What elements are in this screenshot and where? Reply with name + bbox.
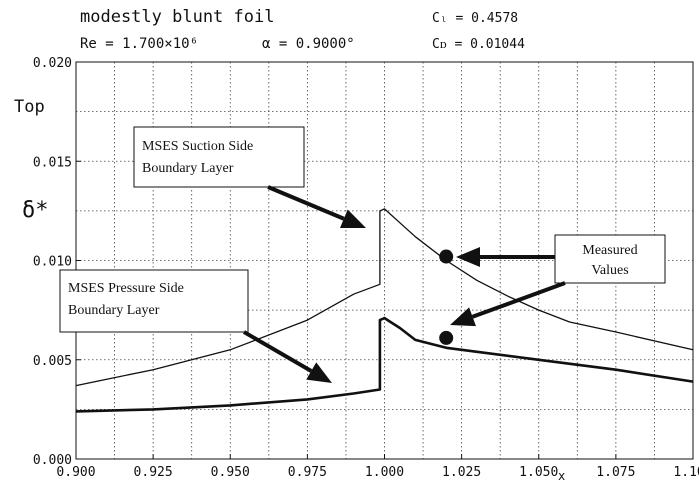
suction-side-line xyxy=(75,208,694,387)
measured-point xyxy=(439,330,454,345)
plot-frame xyxy=(75,61,694,460)
y-axis-label: δ* xyxy=(22,198,49,223)
pressure-side-line xyxy=(75,316,694,413)
drag-coefficient: Cᴅ = 0.01044 xyxy=(432,37,525,52)
x-tick-label: 1.100 xyxy=(673,465,699,480)
x-tick-label: 0.975 xyxy=(288,465,327,480)
x-tick-label: 1.050 xyxy=(519,465,558,480)
measured-arrow-top-head xyxy=(456,247,480,267)
y-tick-label: 0.000 xyxy=(33,453,72,468)
x-tick-label: 0.950 xyxy=(211,465,250,480)
x-tick-label: 0.900 xyxy=(56,465,95,480)
pressure-arrow-shaft xyxy=(242,330,313,373)
suction-arrow-shaft xyxy=(267,185,345,221)
top-label: Top xyxy=(14,97,45,117)
y-tick-label: 0.005 xyxy=(33,354,72,369)
lift-coefficient: Cₗ = 0.4578 xyxy=(432,11,518,26)
y-tick-label: 0.010 xyxy=(33,255,72,270)
pressure-callout-text: MSES Pressure Side xyxy=(68,281,184,296)
suction-callout-box xyxy=(133,126,305,188)
x-tick-label: 0.925 xyxy=(134,465,173,480)
x-axis-label: x xyxy=(558,469,565,483)
angle-of-attack: α = 0.9000° xyxy=(262,36,355,52)
y-tick-label: 0.020 xyxy=(33,56,72,71)
suction-callout-text: Boundary Layer xyxy=(142,161,234,176)
measured-callout-text: Measured xyxy=(582,243,637,258)
measured-callout-text: Values xyxy=(591,263,628,278)
measured-arrow-bottom-head xyxy=(450,307,476,327)
measured-arrow-bottom-shaft xyxy=(471,281,566,319)
pressure-callout-box xyxy=(59,269,249,333)
chart-title: modestly blunt foil xyxy=(80,7,274,27)
reynolds-number: Re = 1.700×10⁶ xyxy=(80,36,198,52)
pressure-callout-text: Boundary Layer xyxy=(68,303,160,318)
x-tick-label: 1.000 xyxy=(365,465,404,480)
x-tick-label: 1.075 xyxy=(596,465,635,480)
pressure-arrow-head xyxy=(306,362,332,383)
suction-callout-text: MSES Suction Side xyxy=(142,139,253,154)
x-tick-label: 1.025 xyxy=(442,465,481,480)
measured-point xyxy=(439,249,454,264)
y-tick-label: 0.015 xyxy=(33,155,72,170)
suction-arrow-head xyxy=(340,209,366,228)
